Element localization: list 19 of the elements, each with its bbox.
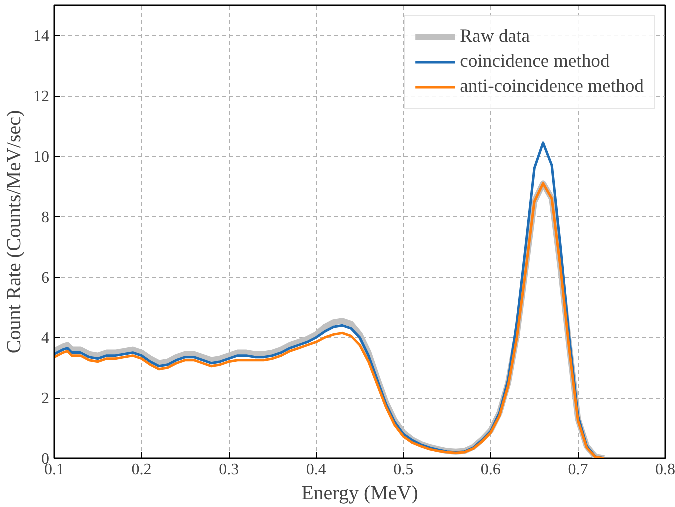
legend-label: Raw data bbox=[460, 26, 530, 48]
x-axis-title: Energy (MeV) bbox=[302, 482, 418, 504]
x-tick-label: 0.7 bbox=[568, 462, 588, 478]
y-tick-label: 10 bbox=[34, 149, 50, 166]
y-axis-title: Count Rate (Counts/MeV/sec) bbox=[4, 110, 26, 354]
legend-label: anti-coincidence method bbox=[460, 76, 644, 98]
y-tick-label: 12 bbox=[34, 88, 50, 106]
x-tick-label: 0.4 bbox=[306, 462, 326, 478]
y-tick-label: 8 bbox=[42, 209, 50, 226]
x-tick-label: 0.3 bbox=[219, 462, 240, 478]
y-tick-label: 14 bbox=[34, 28, 50, 46]
y-tick-label: 4 bbox=[42, 330, 50, 348]
y-tick-label: 6 bbox=[42, 270, 50, 287]
legend-label: coincidence method bbox=[460, 51, 610, 73]
x-tick-label: 0.2 bbox=[132, 462, 152, 478]
y-tick-label: 2 bbox=[42, 390, 50, 408]
x-tick-label: 0.8 bbox=[656, 462, 675, 478]
x-tick-label: 0.6 bbox=[480, 462, 501, 478]
x-tick-label: 0.5 bbox=[394, 462, 414, 478]
